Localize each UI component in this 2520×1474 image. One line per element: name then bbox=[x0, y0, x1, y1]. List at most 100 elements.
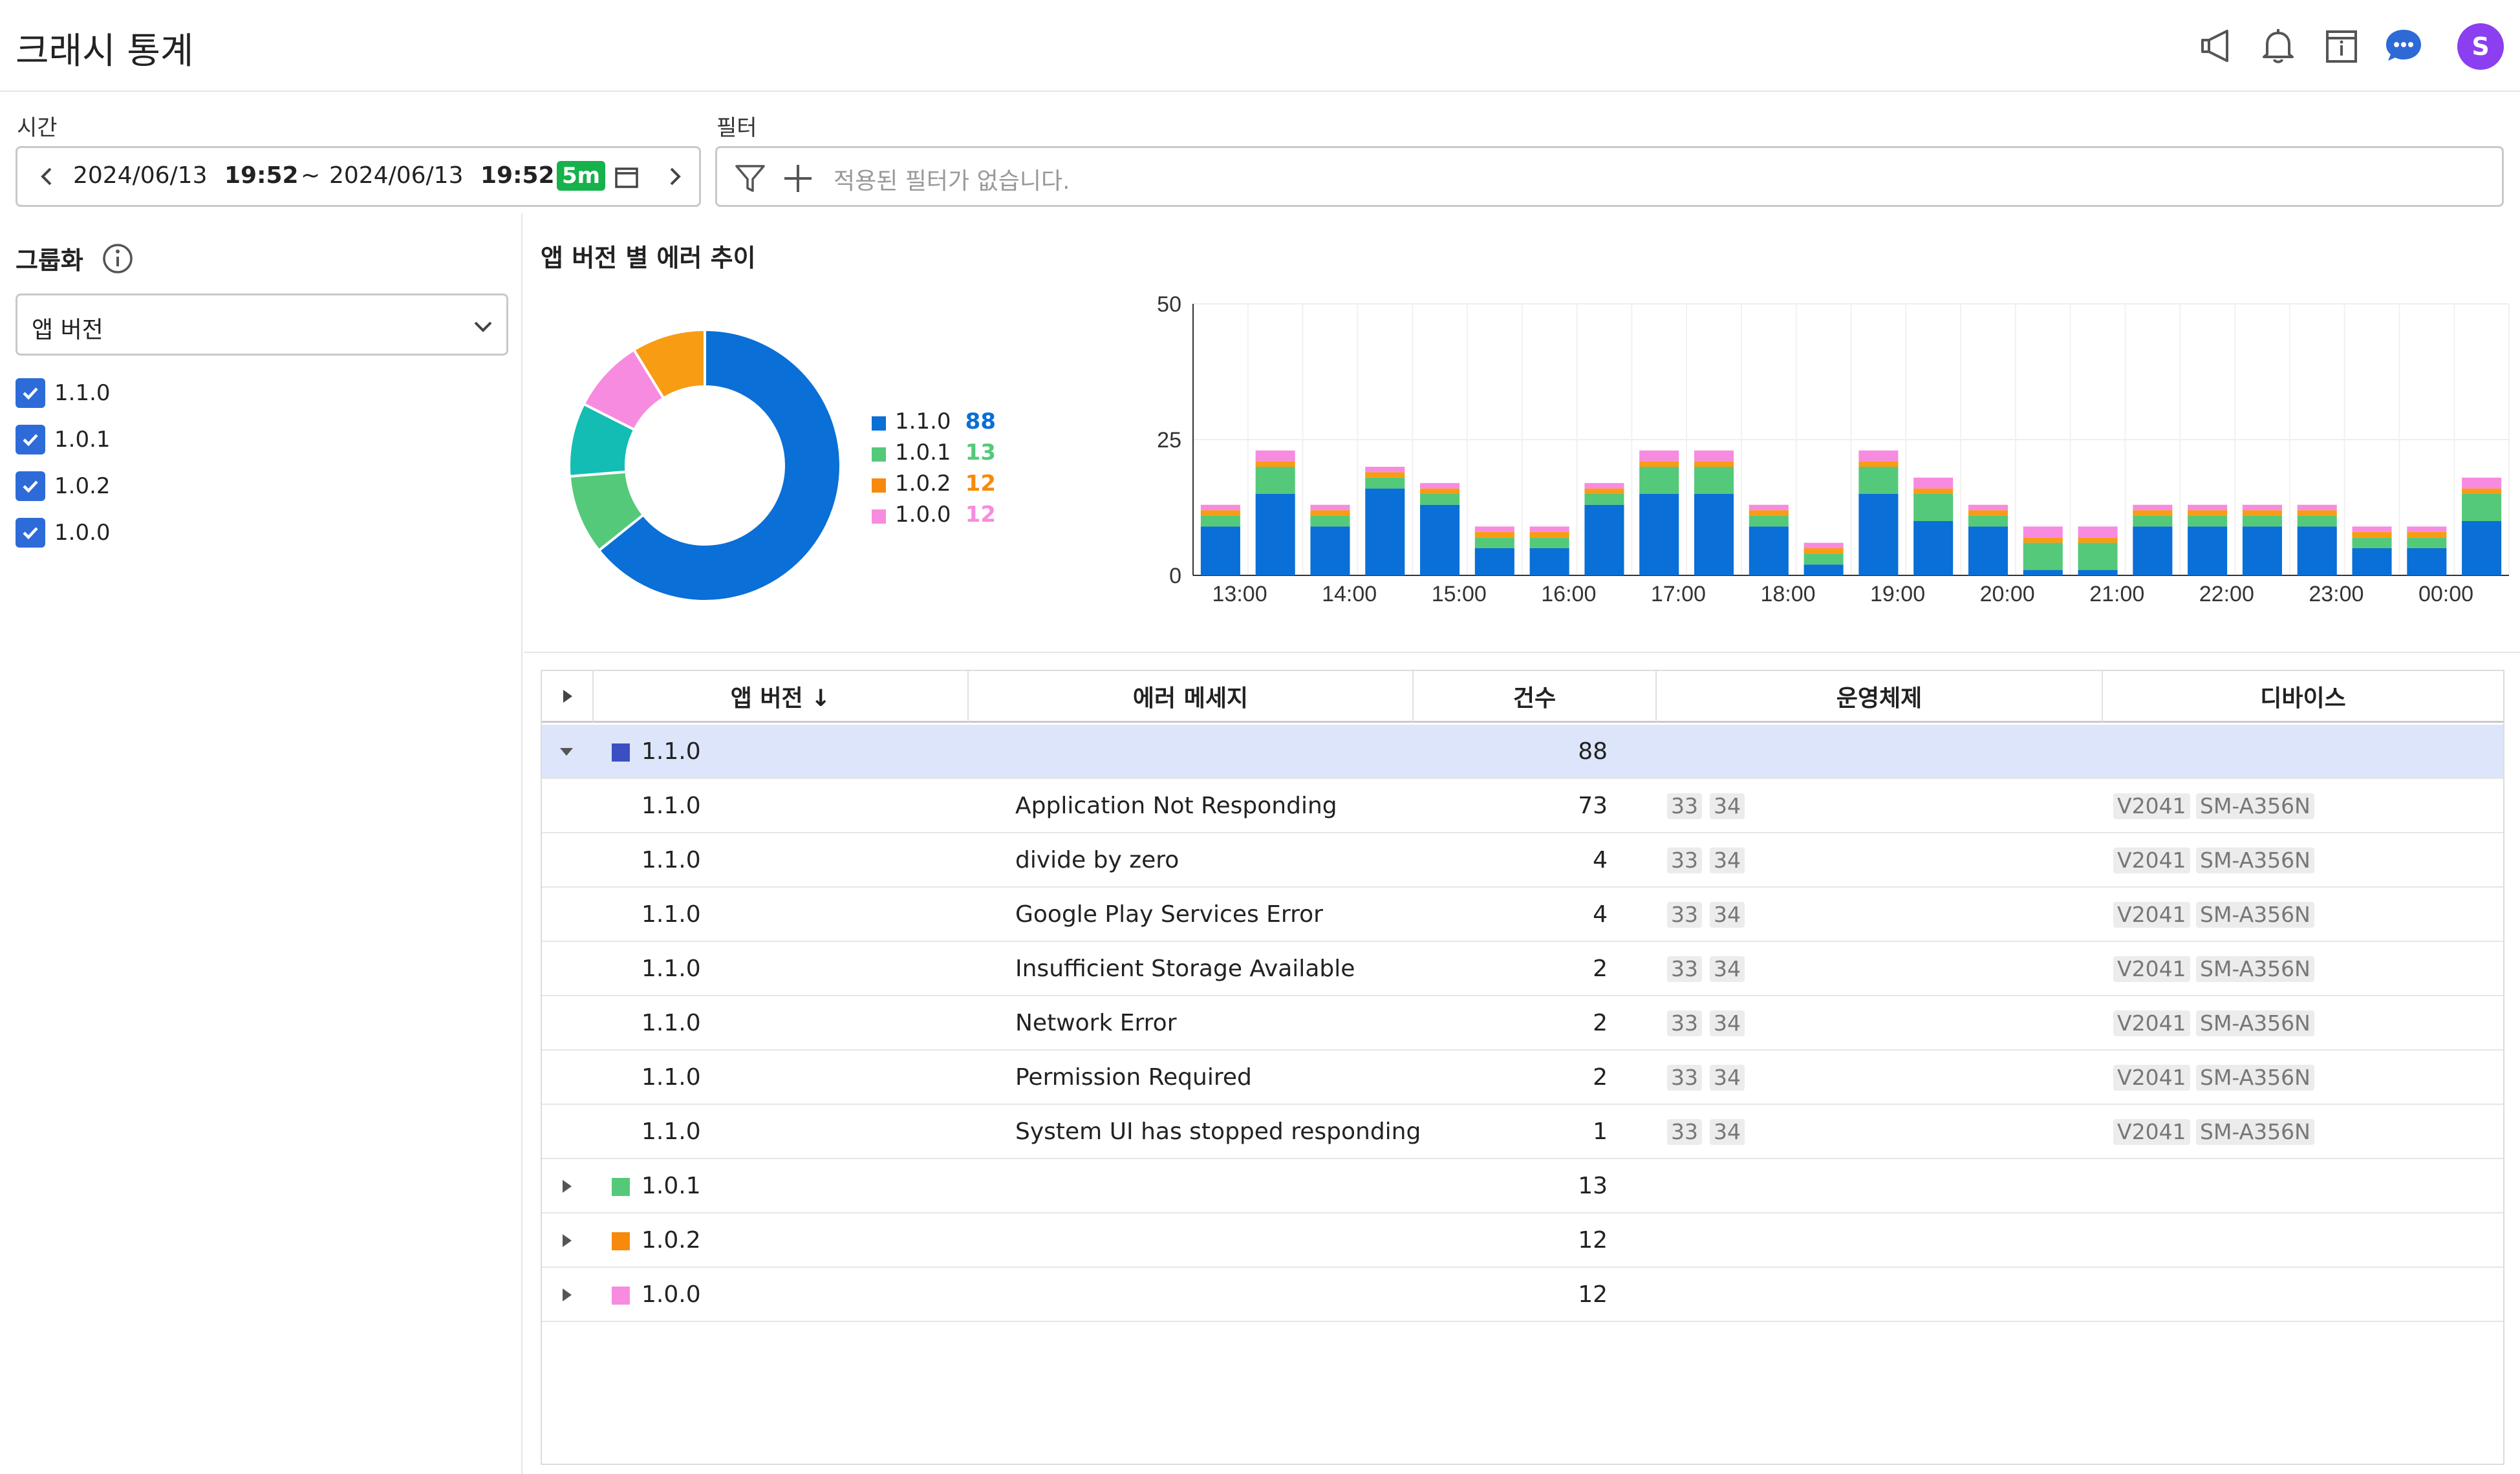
table-row[interactable]: 1.1.0 Application Not Responding 73 33 3… bbox=[542, 779, 2503, 833]
device-chip: SM-A356N bbox=[2196, 956, 2314, 982]
grouping-selected-value: 앱 버전 bbox=[32, 317, 103, 343]
table-row[interactable]: 1.1.0 Insufficient Storage Available 2 3… bbox=[542, 942, 2503, 996]
grouping-panel: 그룹화 앱 버전 1.1.0 1.0.1 1.0.2 1.0.0 bbox=[0, 213, 522, 1474]
add-filter-icon[interactable] bbox=[782, 162, 814, 197]
filter-label: 필터 bbox=[716, 115, 757, 141]
bar-segment-1-0-2 bbox=[2078, 537, 2118, 543]
bar-segment-1-1-0 bbox=[1529, 548, 1569, 575]
megaphone-icon[interactable] bbox=[2196, 25, 2239, 67]
info-icon[interactable] bbox=[101, 242, 135, 278]
bar-segment-1-0-0 bbox=[2133, 504, 2173, 511]
calendar-icon[interactable] bbox=[612, 164, 641, 195]
bell-icon[interactable] bbox=[2257, 25, 2299, 67]
error-table: 앱 버전 ↓ 에러 메세지 건수 운영체제 디바이스 1.1.0 88 1.1.0… bbox=[541, 670, 2504, 1465]
start-date: 2024/06/13 bbox=[73, 162, 208, 189]
bar-segment-1-0-2 bbox=[2023, 537, 2063, 543]
bar-segment-1-0-0 bbox=[2352, 526, 2392, 532]
table-row[interactable]: 1.1.0 Google Play Services Error 4 33 34… bbox=[542, 888, 2503, 942]
os-chip: 33 bbox=[1667, 1119, 1702, 1145]
bar-segment-1-0-2 bbox=[1584, 488, 1624, 494]
group-row[interactable]: 1.1.0 88 bbox=[542, 725, 2503, 779]
prev-range-icon[interactable] bbox=[34, 164, 60, 192]
filter-icon[interactable] bbox=[733, 161, 768, 198]
row-version: 1.1.0 bbox=[641, 1064, 701, 1091]
bar-segment-1-0-2 bbox=[2133, 510, 2173, 516]
checkbox-1-1-0[interactable] bbox=[16, 378, 45, 408]
bar-segment-1-0-2 bbox=[1255, 461, 1295, 467]
row-error-message: System UI has stopped responding bbox=[1015, 1118, 1421, 1145]
table-row[interactable]: 1.1.0 Network Error 2 33 34 V2041 SM-A35… bbox=[542, 996, 2503, 1051]
top-bar: 크래시 통계 S bbox=[0, 0, 2520, 92]
os-chip: 34 bbox=[1710, 848, 1745, 873]
col-app-version[interactable]: 앱 버전 ↓ bbox=[594, 671, 969, 723]
bar-segment-1-0-1 bbox=[2133, 515, 2173, 527]
chevron-down-icon bbox=[470, 314, 496, 342]
row-error-message: Permission Required bbox=[1015, 1064, 1252, 1091]
table-row[interactable]: 1.1.0 divide by zero 4 33 34 V2041 SM-A3… bbox=[542, 833, 2503, 888]
group-row[interactable]: 1.0.1 13 bbox=[542, 1159, 2503, 1213]
calendar-info-icon[interactable] bbox=[2320, 25, 2363, 67]
group-count: 12 bbox=[1578, 1227, 1608, 1254]
bar-segment-1-0-0 bbox=[1584, 483, 1624, 489]
checkbox-1-0-0[interactable] bbox=[16, 518, 45, 548]
device-chip: SM-A356N bbox=[2196, 902, 2314, 928]
group-count: 12 bbox=[1578, 1281, 1608, 1308]
bar-segment-1-1-0 bbox=[1639, 494, 1679, 575]
bar-segment-1-0-2 bbox=[2462, 488, 2502, 494]
x-tick-label: 00:00 bbox=[2418, 582, 2473, 606]
os-chip: 33 bbox=[1667, 1065, 1702, 1091]
bar-segment-1-0-1 bbox=[1529, 537, 1569, 548]
time-range-picker[interactable]: 2024/06/13 19:52 ~ 2024/06/13 19:52 5m bbox=[16, 146, 701, 207]
bar-segment-1-1-0 bbox=[2352, 548, 2392, 575]
chat-icon[interactable] bbox=[2382, 25, 2425, 67]
bar-segment-1-0-1 bbox=[2023, 542, 2063, 570]
device-chip: SM-A356N bbox=[2196, 1010, 2314, 1036]
start-time: 19:52 bbox=[224, 162, 299, 189]
row-version: 1.1.0 bbox=[641, 956, 701, 982]
expand-all-header[interactable] bbox=[542, 671, 594, 723]
expand-caret-icon[interactable] bbox=[556, 1213, 582, 1268]
interval-badge[interactable]: 5m bbox=[557, 161, 606, 191]
collapse-caret-icon[interactable] bbox=[556, 725, 582, 779]
legend-swatch-1-0-1 bbox=[872, 447, 886, 462]
bar-segment-1-0-2 bbox=[1639, 461, 1679, 467]
col-count[interactable]: 건수 bbox=[1414, 671, 1657, 723]
grouping-select[interactable]: 앱 버전 bbox=[16, 294, 508, 356]
user-avatar[interactable]: S bbox=[2457, 23, 2504, 70]
row-version: 1.1.0 bbox=[641, 1010, 701, 1036]
group-row[interactable]: 1.0.0 12 bbox=[542, 1268, 2503, 1322]
bar-segment-1-0-0 bbox=[1255, 450, 1295, 462]
next-range-icon[interactable] bbox=[662, 164, 687, 192]
col-error-message[interactable]: 에러 메세지 bbox=[969, 671, 1414, 723]
os-chip: 33 bbox=[1667, 1010, 1702, 1036]
expand-caret-icon[interactable] bbox=[556, 1159, 582, 1213]
group-row[interactable]: 1.0.2 12 bbox=[542, 1213, 2503, 1268]
x-tick-label: 18:00 bbox=[1760, 582, 1815, 606]
bar-segment-1-0-1 bbox=[2242, 515, 2282, 527]
row-error-message: Insufficient Storage Available bbox=[1015, 956, 1355, 982]
table-row[interactable]: 1.1.0 System UI has stopped responding 1… bbox=[542, 1105, 2503, 1159]
os-chip: 34 bbox=[1710, 1010, 1745, 1036]
device-chip: V2041 bbox=[2113, 956, 2190, 982]
col-device[interactable]: 디바이스 bbox=[2103, 671, 2503, 723]
bar-segment-1-1-0 bbox=[2462, 521, 2502, 575]
bar-segment-1-0-1 bbox=[1804, 553, 1844, 565]
checkbox-1-0-2[interactable] bbox=[16, 471, 45, 501]
bar-segment-1-1-0 bbox=[2133, 526, 2173, 575]
checkbox-1-0-1[interactable] bbox=[16, 425, 45, 454]
os-chip: 33 bbox=[1667, 848, 1702, 873]
bar-segment-1-0-2 bbox=[1804, 548, 1844, 554]
bar-segment-1-0-0 bbox=[1200, 504, 1240, 511]
expand-caret-icon[interactable] bbox=[556, 1268, 582, 1322]
page-title: 크래시 통계 bbox=[16, 30, 194, 72]
legend-swatch-1-1-0 bbox=[872, 416, 886, 431]
device-chip: V2041 bbox=[2113, 1119, 2190, 1145]
col-os[interactable]: 운영체제 bbox=[1657, 671, 2103, 723]
group-swatch bbox=[612, 1232, 630, 1250]
row-version: 1.1.0 bbox=[641, 847, 701, 873]
device-chip: V2041 bbox=[2113, 902, 2190, 928]
filter-bar[interactable]: 적용된 필터가 없습니다. bbox=[715, 146, 2504, 207]
bar-segment-1-1-0 bbox=[1365, 488, 1405, 575]
table-row[interactable]: 1.1.0 Permission Required 2 33 34 V2041 … bbox=[542, 1051, 2503, 1105]
bar-segment-1-0-2 bbox=[1694, 461, 1734, 467]
